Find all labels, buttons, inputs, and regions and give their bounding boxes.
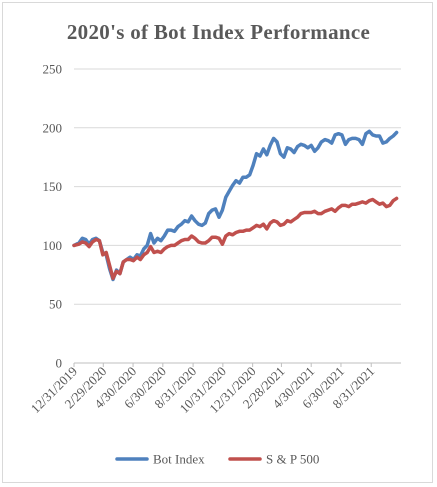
gridlines bbox=[74, 68, 401, 305]
y-tick-label: 100 bbox=[43, 238, 63, 253]
y-tick-label: 150 bbox=[43, 179, 63, 194]
legend-label: Bot Index bbox=[153, 452, 205, 467]
x-axis-tick-labels: 12/31/20192/29/20204/30/20206/30/20208/3… bbox=[28, 364, 378, 416]
y-tick-label: 50 bbox=[49, 297, 62, 312]
series-line-sp500 bbox=[72, 196, 399, 281]
y-tick-label: 250 bbox=[43, 62, 63, 77]
axes bbox=[73, 362, 401, 367]
y-tick-label: 0 bbox=[56, 356, 63, 371]
chart-frame bbox=[2, 2, 433, 483]
chart-title: 2020's of Bot Index Performance bbox=[66, 20, 371, 44]
y-axis-tick-labels: 0 50 100 150 200 250 bbox=[43, 62, 63, 371]
legend: Bot Index S & P 500 bbox=[115, 452, 319, 467]
legend-label: S & P 500 bbox=[266, 452, 319, 467]
y-tick-label: 200 bbox=[43, 120, 63, 135]
series-lines bbox=[72, 129, 399, 282]
